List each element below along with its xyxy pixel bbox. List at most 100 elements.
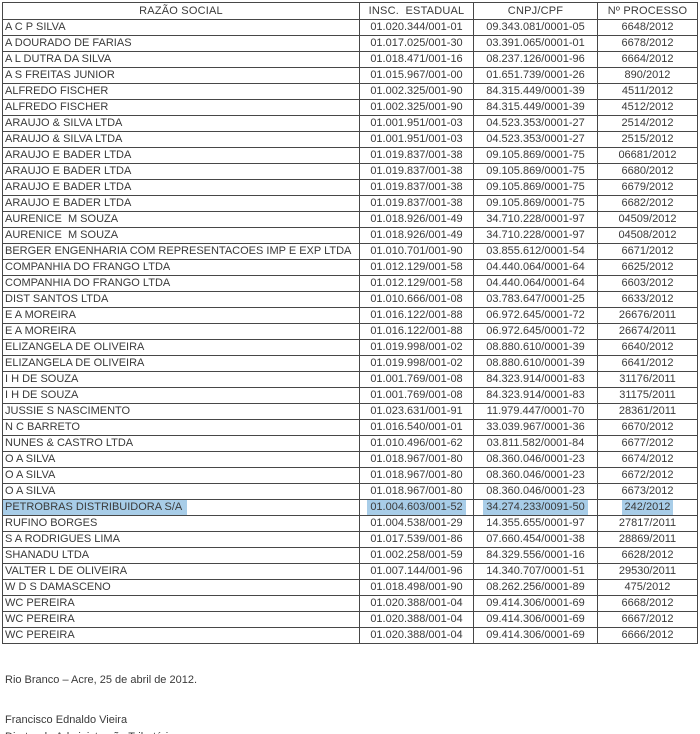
cell-insc-estadual: 01.018.967/001-80 [359, 483, 474, 500]
cell-text: 03.783.647/0001-25 [486, 293, 585, 305]
table-row: JUSSIE S NASCIMENTO 01.023.631/001-91 11.9… [2, 403, 698, 420]
cell-processo: 26674/2011 [597, 323, 698, 340]
cell-text: 01.002.258/001-59 [370, 549, 463, 561]
cell-text: 6641/2012 [621, 357, 674, 369]
cell-text: 09.414.306/0001-69 [486, 613, 585, 625]
cell-text: 6678/2012 [621, 37, 674, 49]
cell-cnpj-cpf: 09.414.306/0001-69 [473, 627, 598, 644]
cell-text: 03.811.582/0001-84 [486, 437, 585, 449]
cell-text: 6667/2012 [621, 613, 674, 625]
cell-text: 01.004.603/001-52 [367, 500, 466, 515]
table-row: O A SILVA 01.018.967/001-80 08.360.046/000… [2, 451, 698, 468]
cell-cnpj-cpf: 84.315.449/0001-39 [473, 83, 598, 100]
cell-processo: 6672/2012 [597, 467, 698, 484]
cell-processo: 4512/2012 [597, 99, 698, 116]
document-footer: Rio Branco – Acre, 25 de abril de 2012. … [5, 673, 197, 734]
table-row: BERGER ENGENHARIA COM REPRESENTACOES IMP… [2, 243, 698, 260]
table-row: W D S DAMASCENO 01.018.498/001-90 08.262.2… [2, 579, 698, 596]
cell-razao-social: O A SILVA [2, 467, 360, 484]
table-row: A C P SILVA 01.020.344/001-01 09.343.081/0… [2, 19, 698, 36]
cell-cnpj-cpf: 08.360.046/0001-23 [473, 483, 598, 500]
cell-insc-estadual: 01.020.388/001-04 [359, 595, 474, 612]
col-header-cnpj-cpf: CNPJ/CPF [473, 2, 598, 20]
cell-cnpj-cpf: 09.105.869/0001-75 [473, 195, 598, 212]
cell-processo: 06681/2012 [597, 147, 698, 164]
cell-text: 08.360.046/0001-23 [486, 469, 585, 481]
cell-text: WC PEREIRA [5, 629, 75, 641]
cell-text: 08.880.610/0001-39 [486, 357, 585, 369]
cell-text: 09.414.306/0001-69 [486, 597, 585, 609]
col-header-razao-social: RAZÃO SOCIAL [2, 2, 360, 20]
cell-text: WC PEREIRA [5, 597, 75, 609]
cell-processo: 6682/2012 [597, 195, 698, 212]
cell-text: 09.414.306/0001-69 [486, 629, 585, 641]
cell-razao-social: ARAUJO E BADER LTDA [2, 147, 360, 164]
table-row: ARAUJO E BADER LTDA 01.019.837/001-38 09.1… [2, 163, 698, 180]
cell-text: 01.001.769/001-08 [370, 389, 463, 401]
cell-text: JUSSIE S NASCIMENTO [5, 405, 131, 417]
cell-razao-social: A S FREITAS JUNIOR [2, 67, 360, 84]
cell-processo: 6679/2012 [597, 179, 698, 196]
cell-processo: 31175/2011 [597, 387, 698, 404]
cell-processo: 28869/2011 [597, 531, 698, 548]
table-row: WC PEREIRA 01.020.388/001-04 09.414.306/00… [2, 595, 698, 612]
cell-cnpj-cpf: 84.323.914/0001-83 [473, 371, 598, 388]
cell-text: VALTER L DE OLIVEIRA [5, 565, 128, 577]
cell-processo: 6678/2012 [597, 35, 698, 52]
cell-insc-estadual: 01.018.471/001-16 [359, 51, 474, 68]
cell-text: 01.651.739/0001-26 [486, 69, 585, 81]
cell-cnpj-cpf: 09.414.306/0001-69 [473, 595, 598, 612]
cell-text: 84.323.914/0001-83 [486, 373, 585, 385]
cell-razao-social: W D S DAMASCENO [2, 579, 360, 596]
cell-insc-estadual: 01.010.496/001-62 [359, 435, 474, 452]
cell-text: 01.010.666/001-08 [370, 293, 463, 305]
table-row: O A SILVA 01.018.967/001-80 08.360.046/000… [2, 467, 698, 484]
cell-cnpj-cpf: 04.440.064/0001-64 [473, 259, 598, 276]
cell-cnpj-cpf: 84.323.914/0001-83 [473, 387, 598, 404]
cell-razao-social: DIST SANTOS LTDA [2, 291, 360, 308]
cell-text: 04.440.064/0001-64 [486, 277, 585, 289]
cell-text: 08.360.046/0001-23 [486, 485, 585, 497]
cell-text: ARAUJO E BADER LTDA [5, 181, 132, 193]
cell-razao-social: I H DE SOUZA [2, 387, 360, 404]
cell-text: 04509/2012 [618, 213, 677, 225]
cell-text: 01.023.631/001-91 [370, 405, 463, 417]
cell-cnpj-cpf: 08.880.610/0001-39 [473, 355, 598, 372]
cell-text: AURENICE M SOUZA [5, 229, 119, 241]
cell-text: 34.710.228/0001-97 [486, 229, 585, 241]
cell-text: 6640/2012 [621, 341, 674, 353]
cell-cnpj-cpf: 33.039.967/0001-36 [473, 419, 598, 436]
cell-text: 01.018.498/001-90 [370, 581, 463, 593]
cell-cnpj-cpf: 14.355.655/0001-97 [473, 515, 598, 532]
cell-cnpj-cpf: 09.105.869/0001-75 [473, 163, 598, 180]
cell-cnpj-cpf: 34.274.233/0091-50 [473, 499, 598, 516]
cell-text: 31176/2011 [619, 373, 676, 385]
cell-text: 242/2012 [621, 500, 674, 515]
cell-insc-estadual: 01.010.701/001-90 [359, 243, 474, 260]
table-row: ELIZANGELA DE OLIVEIRA 01.019.998/001-02 0… [2, 355, 698, 372]
cell-text: E A MOREIRA [5, 309, 76, 321]
cell-processo: 04508/2012 [597, 227, 698, 244]
cell-text: 6670/2012 [621, 421, 674, 433]
cell-text: AURENICE M SOUZA [5, 213, 119, 225]
cell-insc-estadual: 01.019.837/001-38 [359, 163, 474, 180]
cell-cnpj-cpf: 14.340.707/0001-51 [473, 563, 598, 580]
cell-text: COMPANHIA DO FRANGO LTDA [5, 261, 171, 273]
cell-insc-estadual: 01.018.926/001-49 [359, 211, 474, 228]
cell-text: 01.018.926/001-49 [370, 213, 463, 225]
cell-insc-estadual: 01.018.926/001-49 [359, 227, 474, 244]
cell-insc-estadual: 01.002.325/001-90 [359, 83, 474, 100]
cell-processo: 6674/2012 [597, 451, 698, 468]
cell-razao-social: AURENICE M SOUZA [2, 227, 360, 244]
table-row: N C BARRETO 01.016.540/001-01 33.039.967/0… [2, 419, 698, 436]
cell-razao-social: ARAUJO E BADER LTDA [2, 195, 360, 212]
table-body: A C P SILVA 01.020.344/001-01 09.343.081/0… [2, 19, 698, 644]
col-header-processo: Nº PROCESSO [597, 2, 698, 20]
cell-text: ELIZANGELA DE OLIVEIRA [5, 357, 145, 369]
cell-text: 01.004.538/001-29 [370, 517, 463, 529]
cell-text: 31175/2011 [619, 389, 676, 401]
cell-text: ARAUJO E BADER LTDA [5, 149, 132, 161]
cell-text: NUNES & CASTRO LTDA [5, 437, 134, 449]
cell-text: 08.262.256/0001-89 [486, 581, 585, 593]
